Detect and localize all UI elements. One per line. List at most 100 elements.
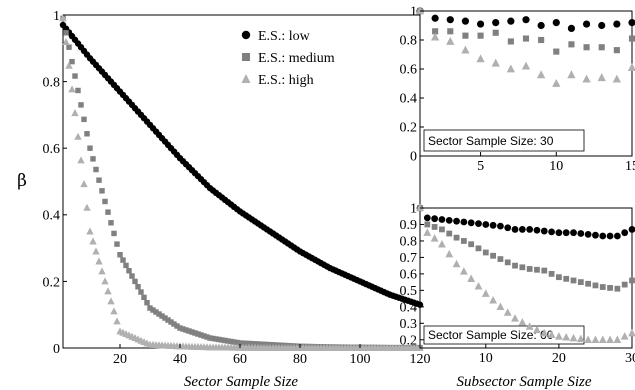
data-point-square: [213, 336, 219, 342]
data-point-square: [126, 268, 132, 274]
data-point-square: [69, 58, 75, 65]
data-point-triangle: [489, 295, 498, 304]
data-point-triangle: [474, 281, 483, 290]
data-point-triangle: [613, 335, 622, 343]
inset-top-axis-ticks: 5 10 15 0 0.2 0.4 0.6 0.8 1: [400, 5, 635, 174]
data-point-triangle: [68, 85, 76, 93]
x-tick-label: 10: [479, 351, 493, 366]
data-point-circle: [582, 20, 591, 28]
data-point-square: [90, 156, 96, 162]
data-point-square: [174, 323, 180, 329]
data-point-square: [219, 337, 225, 343]
data-point-triangle: [582, 74, 591, 83]
data-point-square: [477, 32, 484, 39]
data-point-square: [234, 339, 240, 346]
main-x-axis-label: Sector Sample Size: [184, 374, 298, 390]
data-point-circle: [537, 21, 545, 30]
data-point-square: [102, 198, 108, 205]
inset-bottom-annotation: Sector Sample Size: 60: [428, 328, 554, 342]
data-point-circle: [461, 17, 470, 25]
data-point-square: [99, 188, 105, 194]
main-chart-panel: 20 40 60 80 100 120 0 0.2 0.4 0.6 0.8 1 β Sector Sa…: [17, 9, 430, 390]
inset-top-frame: [419, 10, 633, 157]
data-point-triangle: [627, 63, 635, 71]
data-point-square: [147, 305, 153, 311]
data-point-square: [432, 28, 439, 35]
data-point-circle: [555, 229, 563, 237]
data-point-triangle: [481, 289, 490, 297]
data-point-square: [556, 274, 562, 281]
data-point-triangle: [77, 156, 85, 164]
data-point-triangle: [446, 36, 455, 45]
data-point-triangle: [95, 257, 103, 265]
data-point-square: [563, 275, 570, 282]
data-point-square: [168, 319, 174, 325]
data-point-triangle: [92, 247, 100, 255]
data-point-square: [159, 313, 165, 319]
data-point-square: [541, 267, 548, 274]
y-tick-label: 0.3: [400, 317, 418, 332]
data-point-triangle: [71, 109, 79, 117]
y-tick-label: 0.6: [400, 63, 418, 78]
y-tick-label: 0.4: [400, 92, 418, 107]
data-point-square: [240, 340, 246, 346]
data-point-square: [195, 331, 201, 337]
data-point-square: [592, 282, 599, 289]
data-point-triangle: [452, 259, 461, 268]
data-point-square: [519, 264, 526, 271]
x-tick-label: 100: [350, 352, 371, 367]
data-point-circle: [511, 226, 519, 233]
data-point-circle: [522, 16, 530, 24]
data-point-square: [120, 257, 126, 263]
y-tick-label: 0.2: [43, 275, 61, 290]
data-point-circle: [467, 219, 475, 227]
x-tick-label: 60: [233, 352, 247, 367]
data-point-square: [446, 230, 453, 237]
data-point-square: [249, 340, 255, 347]
data-point-square: [497, 256, 504, 262]
data-point-square: [141, 294, 147, 301]
data-point-triangle: [110, 307, 118, 315]
inset-bottom-axis-ticks: 10 20 30 0.20.3 0.40.5 0.60.7 0.80.91: [400, 202, 635, 366]
data-point-square: [228, 338, 234, 345]
data-point-circle: [562, 229, 570, 237]
y-tick-label: 0.8: [400, 234, 418, 249]
data-point-square: [583, 44, 590, 51]
data-point-triangle: [80, 180, 88, 188]
data-point-square: [585, 280, 592, 287]
data-point-square: [108, 220, 114, 226]
data-point-square: [534, 266, 540, 273]
data-point-triangle: [101, 277, 109, 285]
data-point-square: [482, 249, 489, 256]
inset-bottom-data-marks: [416, 203, 635, 343]
data-point-square: [460, 238, 467, 244]
data-point-triangle: [620, 332, 629, 340]
data-point-square: [81, 116, 87, 123]
data-point-square: [246, 340, 252, 347]
data-point-circle: [621, 229, 629, 237]
data-point-square: [613, 47, 620, 54]
data-point-square: [222, 337, 228, 344]
data-point-circle: [628, 226, 635, 233]
data-point-circle: [431, 215, 439, 223]
data-point-square: [198, 332, 204, 338]
data-point-circle: [423, 214, 431, 222]
data-point-triangle: [606, 335, 614, 343]
data-point-triangle: [597, 73, 606, 82]
data-point-square: [431, 224, 438, 230]
data-point-square: [183, 327, 189, 333]
data-point-square: [621, 281, 628, 288]
legend-marker-medium: [242, 53, 250, 61]
data-point-square: [162, 315, 168, 321]
main-data-marks: [59, 14, 424, 352]
data-point-triangle: [598, 335, 607, 343]
data-point-square: [135, 284, 141, 290]
data-point-triangle: [74, 132, 82, 140]
x-tick-label: 40: [173, 352, 187, 367]
y-axis-label: β: [17, 171, 27, 191]
data-point-square: [87, 145, 93, 151]
data-point-triangle: [540, 328, 549, 337]
inset-bottom-x-axis-label: Subsector Sample Size: [457, 374, 592, 390]
inset-top-data-marks: [415, 6, 635, 87]
